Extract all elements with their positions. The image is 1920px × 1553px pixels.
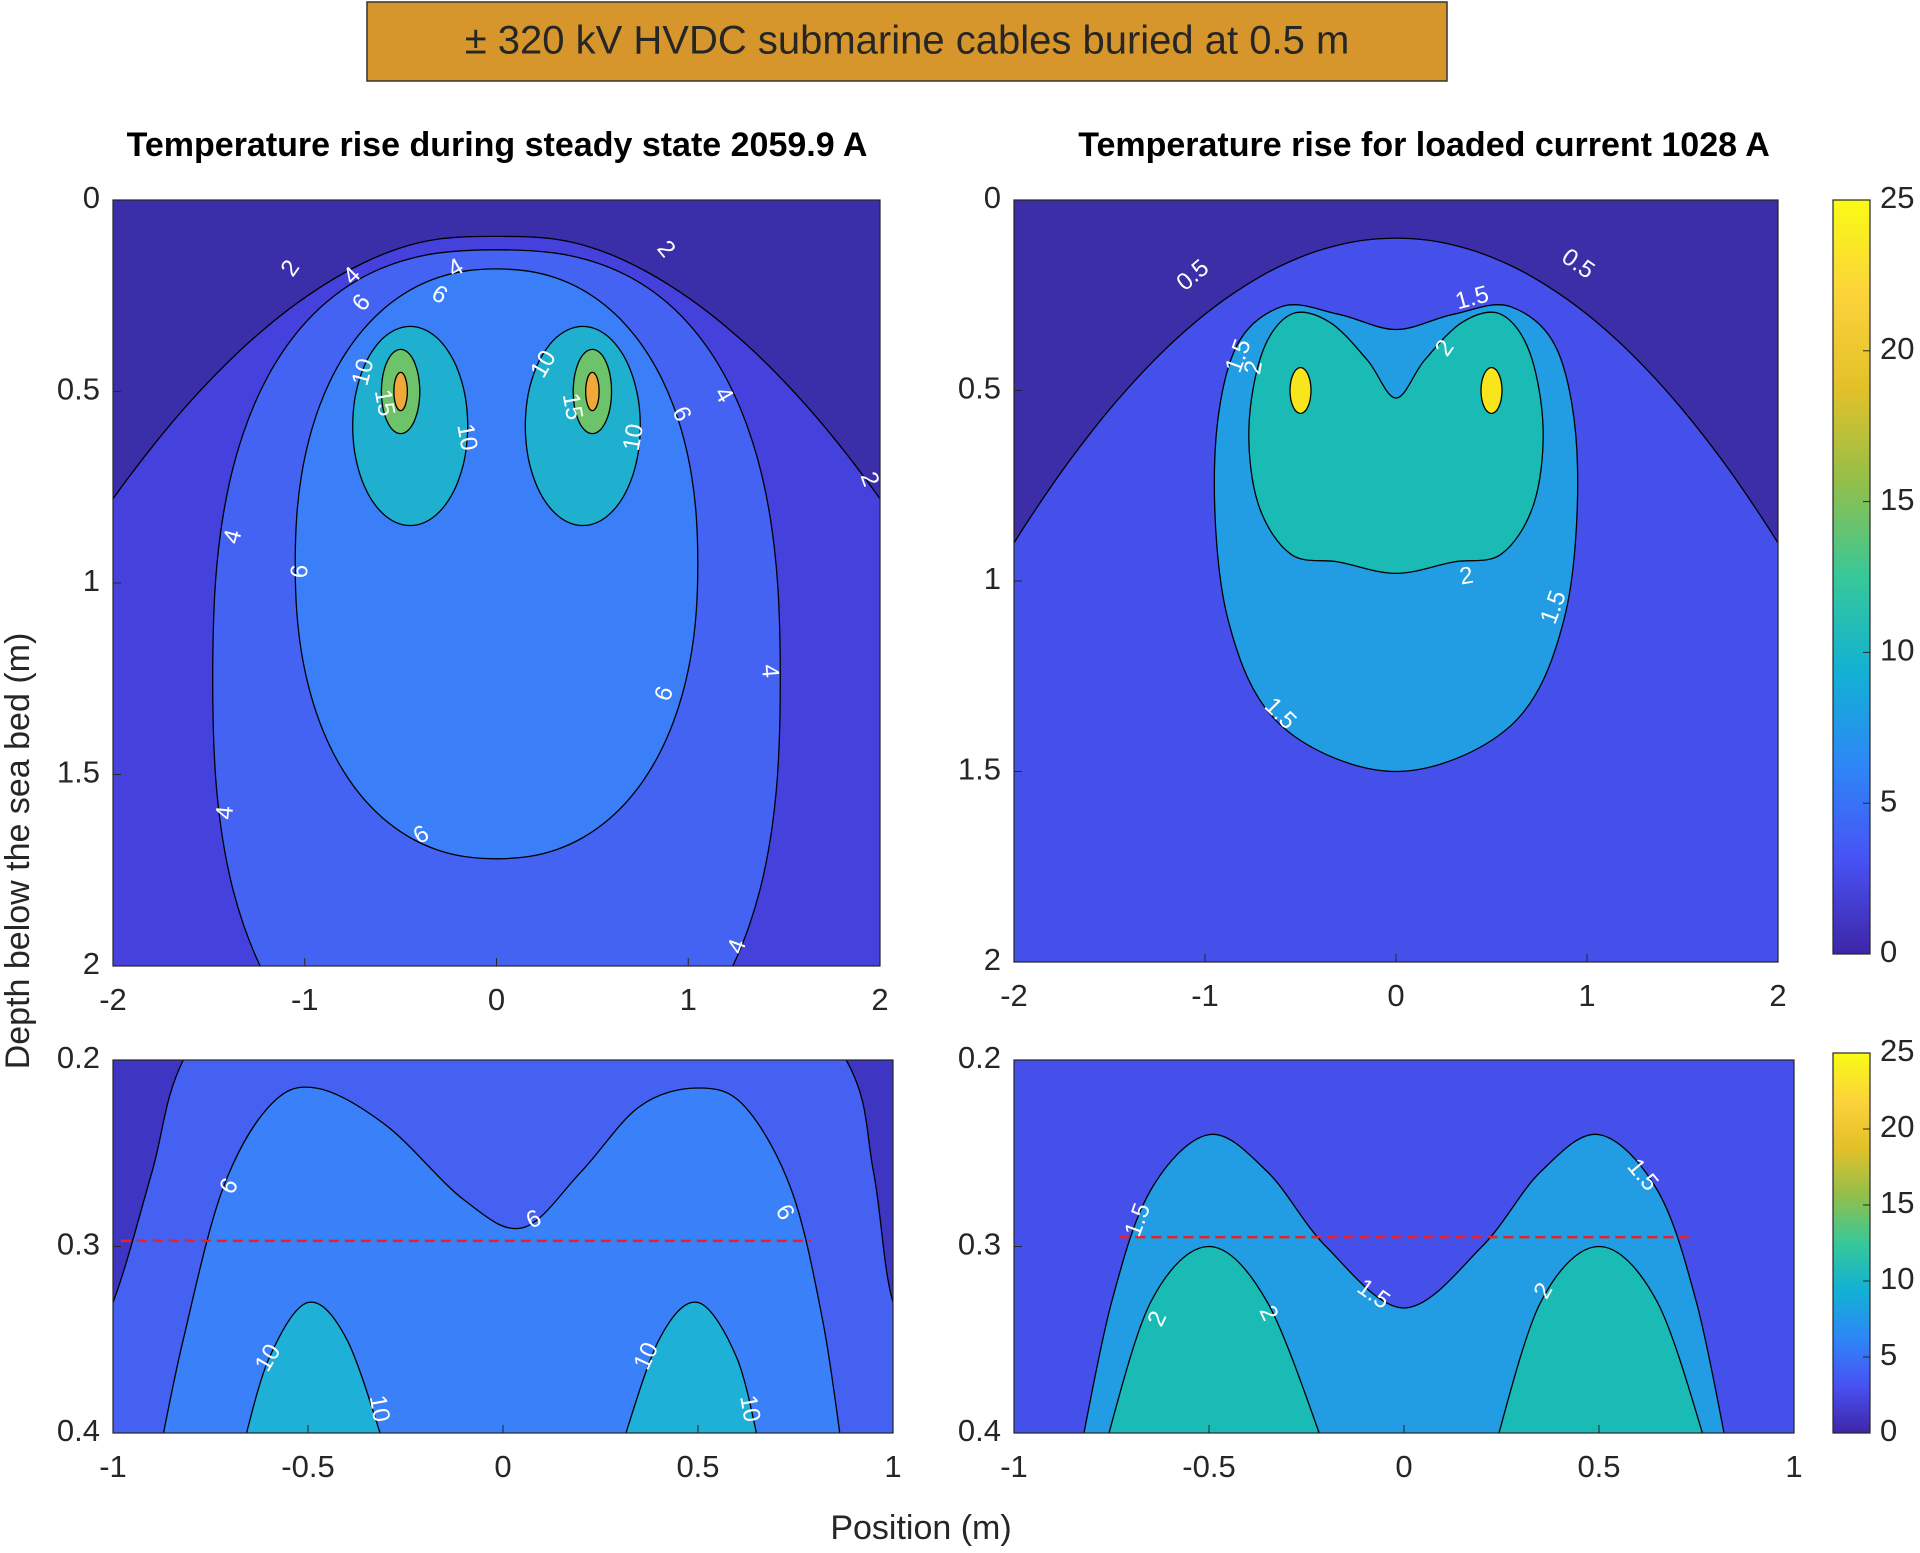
contour-region (352, 325, 641, 527)
y-tick-label: 0.5 (57, 372, 100, 407)
y-axis-label: Depth below the sea bed (m) (0, 633, 37, 1070)
panel-title: Temperature rise during steady state 205… (127, 126, 868, 164)
colorbar-tick-label: 25 (1880, 180, 1914, 215)
y-tick-label: 1.5 (958, 752, 1001, 787)
x-axis-label: Position (m) (830, 1509, 1011, 1547)
plot-area (113, 1060, 893, 1433)
panel-title: Temperature rise for loaded current 1028… (1078, 126, 1770, 164)
y-tick-label: 2 (83, 946, 100, 981)
contour-region (1248, 311, 1544, 575)
colorbar-tick-label: 0 (1880, 1413, 1897, 1448)
colorbar-tick-label: 25 (1880, 1033, 1914, 1068)
contour-label: 10 (364, 1393, 395, 1424)
y-tick-label: 0.3 (958, 1227, 1001, 1262)
figure-title: ± 320 kV HVDC submarine cables buried at… (465, 19, 1350, 63)
contour-label: 15 (557, 391, 588, 422)
y-tick-label: 2 (984, 942, 1001, 977)
x-tick-label: 1 (680, 982, 697, 1017)
colorbar (1832, 199, 1871, 955)
colorbar-tick-label: 15 (1880, 482, 1914, 517)
contour-region (245, 1301, 758, 1433)
x-tick-label: -0.5 (1182, 1449, 1235, 1484)
x-tick-label: -1 (291, 982, 319, 1017)
x-tick-label: 0 (494, 1449, 511, 1484)
y-tick-label: 0.4 (57, 1413, 100, 1448)
y-tick-label: 1 (83, 563, 100, 598)
y-tick-label: 0.2 (57, 1040, 100, 1075)
x-tick-label: 0 (1387, 978, 1404, 1013)
contour-region (393, 371, 600, 412)
contour-region (380, 348, 613, 435)
x-tick-label: -1 (99, 1449, 127, 1484)
colorbar-tick-label: 0 (1880, 934, 1897, 969)
contour-label: 2 (1239, 359, 1268, 377)
contour-region (1289, 366, 1503, 415)
x-tick-label: 2 (1769, 978, 1786, 1013)
colorbar (1832, 1052, 1871, 1434)
x-tick-label: -0.5 (281, 1449, 334, 1484)
colorbar-tick-label: 10 (1880, 1261, 1914, 1296)
contour-label: 6 (286, 564, 314, 580)
title-box (366, 1, 1448, 82)
colorbar-tick-label: 20 (1880, 331, 1914, 366)
plot-area (1014, 200, 1778, 962)
contour-label: 10 (451, 422, 482, 453)
x-tick-label: 1 (1785, 1449, 1802, 1484)
x-tick-label: -2 (1000, 978, 1028, 1013)
x-tick-label: -1 (1191, 978, 1219, 1013)
colorbar-tick-label: 20 (1880, 1109, 1914, 1144)
contour-label: 4 (756, 663, 784, 679)
colorbar-tick-label: 10 (1880, 633, 1914, 668)
contour-label: 4 (211, 805, 239, 821)
colorbar-tick-label: 5 (1880, 783, 1897, 818)
x-tick-label: 0.5 (676, 1449, 719, 1484)
contour-label: 10 (734, 1393, 765, 1424)
contour-region (1108, 1245, 1704, 1433)
x-tick-label: 0 (488, 982, 505, 1017)
x-tick-label: 1 (1578, 978, 1595, 1013)
x-tick-label: -1 (1000, 1449, 1028, 1484)
plot-area (113, 200, 880, 966)
y-tick-label: 1.5 (57, 755, 100, 790)
x-tick-label: -2 (99, 982, 127, 1017)
x-tick-label: 0 (1395, 1449, 1412, 1484)
y-tick-label: 0.5 (958, 371, 1001, 406)
contour-label: 10 (618, 422, 649, 453)
colorbar-tick-label: 15 (1880, 1185, 1914, 1220)
plot-area (1014, 1060, 1794, 1433)
contour-label: 2 (1458, 562, 1476, 591)
colorbar-tick-label: 5 (1880, 1337, 1897, 1372)
y-tick-label: 0.3 (57, 1227, 100, 1262)
y-tick-label: 0.4 (958, 1413, 1001, 1448)
x-tick-label: 2 (871, 982, 888, 1017)
x-tick-label: 1 (884, 1449, 901, 1484)
y-tick-label: 0 (984, 180, 1001, 215)
x-tick-label: 0.5 (1577, 1449, 1620, 1484)
y-tick-label: 0.2 (958, 1040, 1001, 1075)
y-tick-label: 1 (984, 561, 1001, 596)
contour-label: 15 (369, 387, 400, 418)
y-tick-label: 0 (83, 180, 100, 215)
